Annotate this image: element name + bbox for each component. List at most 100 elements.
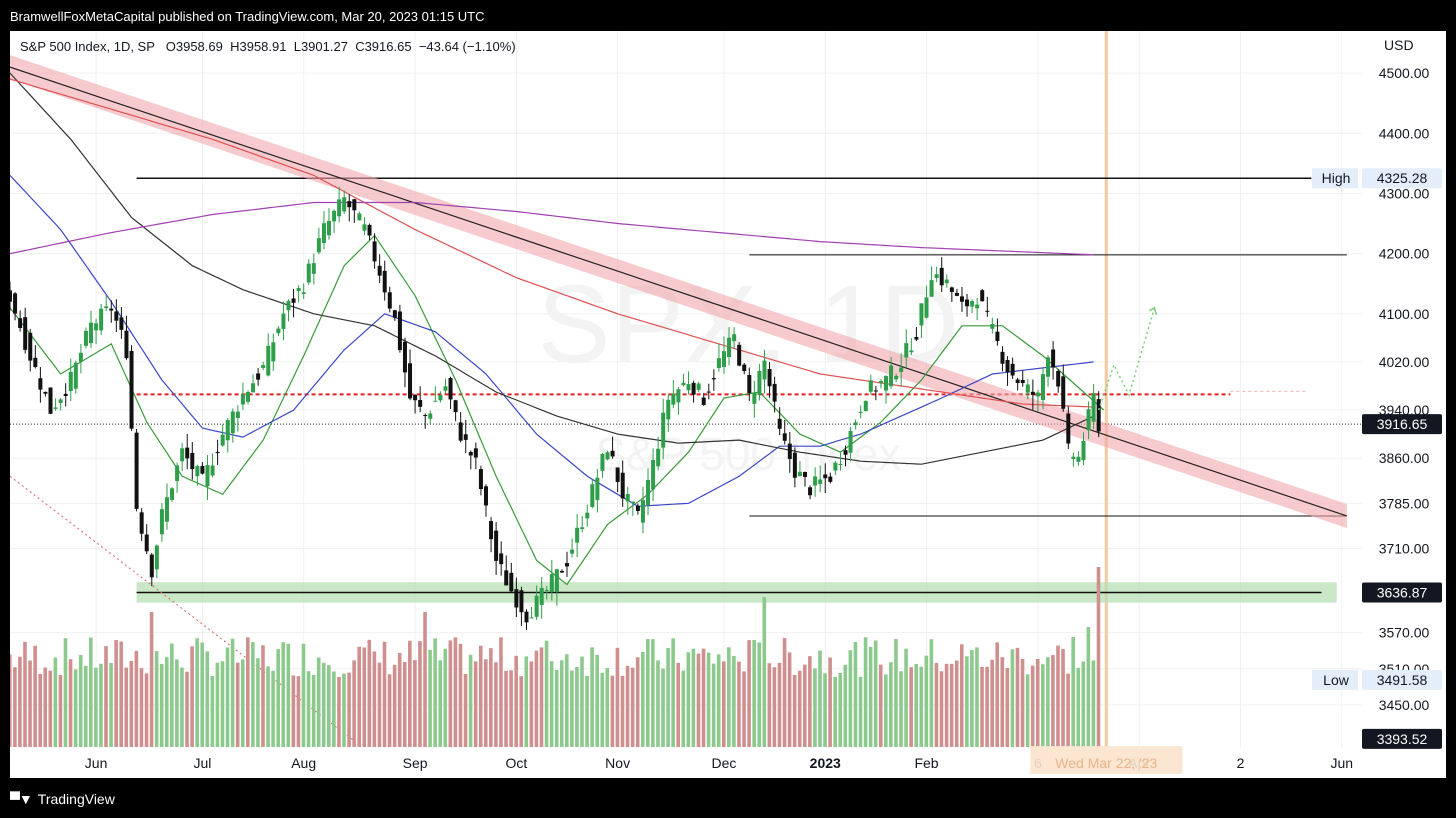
candle [575, 527, 580, 543]
volume-bar [853, 642, 858, 747]
volume-bar [681, 670, 686, 747]
volume-bar [777, 662, 782, 747]
candle [716, 358, 721, 369]
volume-bar [63, 638, 68, 747]
volume-bar [802, 664, 807, 747]
volume-bar [397, 652, 402, 747]
candle [590, 484, 595, 507]
candle [727, 337, 732, 357]
volume-bar [580, 656, 584, 747]
volume-bar [823, 673, 827, 747]
candle [438, 395, 443, 401]
candle [175, 465, 180, 481]
candle [367, 224, 372, 236]
volume-bar [884, 674, 888, 747]
volume-bar [13, 667, 17, 747]
candle [124, 330, 129, 359]
candle [1010, 363, 1015, 376]
ma-line-ma-purple [10, 201, 1094, 256]
candle [529, 617, 534, 619]
volume-bar [438, 660, 443, 747]
candle [10, 290, 12, 302]
volume-bar [868, 646, 873, 747]
symbol-legend[interactable]: S&P 500 Index, 1D, SP O3958.69 H3958.91 … [20, 39, 516, 54]
volume-bar [230, 638, 235, 747]
candle [392, 310, 397, 318]
volume-bar [721, 661, 726, 747]
candle [949, 287, 954, 292]
candle [13, 293, 18, 314]
candle [129, 350, 134, 429]
candle [1051, 349, 1056, 368]
y-tick-label: 3450.00 [1379, 697, 1430, 713]
tradingview-brand[interactable]: ▀▼ TradingView [10, 791, 115, 807]
price-label-box [1362, 728, 1442, 749]
volume-bar [43, 667, 48, 747]
candle [848, 430, 853, 453]
volume-bar [1040, 664, 1045, 747]
volume-bar [909, 667, 913, 747]
volume-bar [382, 641, 387, 747]
candle [316, 238, 321, 253]
candle [671, 393, 676, 405]
volume-bar [686, 652, 691, 747]
volume-bar [747, 640, 751, 747]
y-tick-label: 4020.00 [1379, 354, 1430, 370]
price-tag: High [1322, 170, 1351, 186]
volume-bar [929, 639, 934, 747]
candle [483, 486, 488, 506]
candle [1015, 379, 1020, 384]
candle [585, 512, 590, 519]
candle [504, 570, 509, 586]
candle [813, 476, 818, 486]
symbol-name: S&P 500 Index, 1D, SP [20, 39, 155, 54]
volume-bar [914, 663, 918, 747]
candle [640, 500, 645, 523]
volume-bar [170, 643, 174, 747]
candle [200, 466, 205, 474]
candle [332, 210, 337, 222]
candle [873, 390, 878, 392]
candle [782, 433, 787, 441]
volume-bar [742, 671, 746, 747]
candle [205, 465, 210, 487]
candle [701, 397, 706, 405]
candle [428, 413, 433, 419]
candle [210, 465, 215, 476]
volume-bar [159, 664, 164, 747]
candle [1091, 393, 1096, 422]
candle [833, 462, 838, 471]
plot-area: SPX, 1DS&P 500 Index [10, 31, 1362, 747]
current-date-label: Wed Mar 22, '23 [1055, 755, 1157, 771]
volume-bar [808, 656, 812, 747]
volume-bar [276, 649, 280, 747]
candle [144, 534, 149, 552]
candle [549, 574, 554, 592]
volume-bar [185, 671, 189, 747]
volume-bar [954, 660, 959, 747]
volume-bar [433, 638, 437, 747]
volume-bar [453, 637, 458, 747]
volume-bar [10, 654, 12, 747]
candle [58, 399, 63, 404]
candle [159, 509, 164, 535]
volume-bar [89, 637, 93, 747]
volume-bar [205, 651, 210, 747]
volume-bar [727, 647, 731, 747]
price-label: 3916.65 [1377, 416, 1428, 432]
candle [909, 350, 914, 353]
price-label: 4325.28 [1377, 170, 1428, 186]
volume-bar [732, 655, 736, 747]
volume-bar [894, 639, 898, 747]
candle [306, 263, 311, 283]
candle [337, 199, 342, 217]
candle [28, 332, 33, 361]
volume-bar [782, 637, 787, 747]
volume-bar [899, 671, 903, 747]
candle [225, 420, 230, 441]
volume-bar [235, 662, 240, 747]
volume-bar [509, 670, 513, 747]
price-label: 3636.87 [1377, 584, 1428, 600]
candle [271, 342, 276, 362]
